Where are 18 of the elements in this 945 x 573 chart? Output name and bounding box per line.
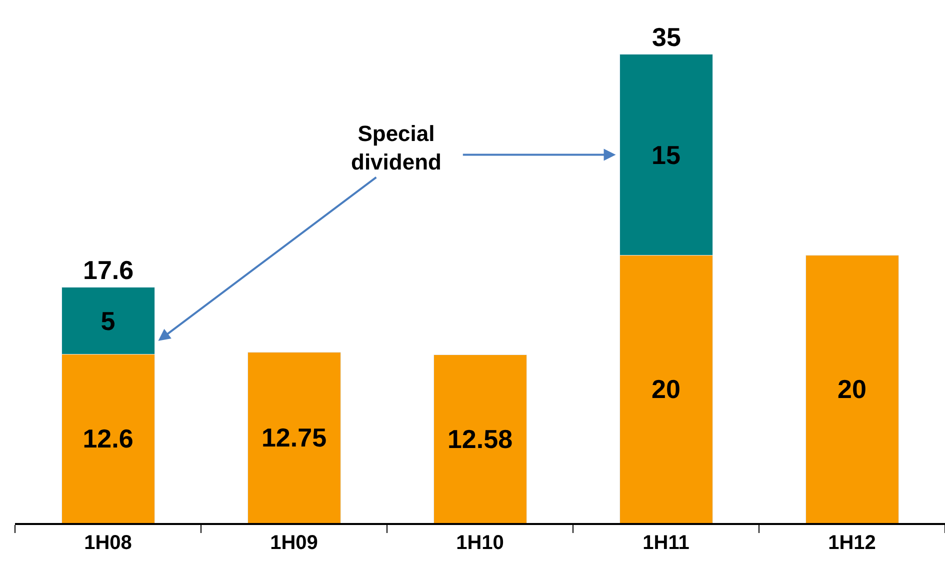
data-label: 12.58 [447,424,513,454]
total-label: 35 [652,22,681,52]
data-label: 20 [838,374,866,404]
x-tick-label: 1H10 [456,532,504,554]
bar [805,254,899,523]
data-label: 12.75 [261,422,327,453]
bar [433,354,527,523]
x-tick-label: 1H11 [642,532,690,554]
x-tick-label: 1H09 [270,532,318,554]
data-label: 20 [652,374,680,404]
x-tick-label: 1H12 [828,532,876,554]
bar [247,352,341,523]
annotation: Special dividend [351,121,442,175]
data-label: 15 [652,140,680,170]
total-label: 17.6 [83,255,134,285]
data-label: 12.6 [82,424,134,454]
data-label: 5 [100,306,116,336]
x-tick-label: 1H08 [84,532,132,554]
